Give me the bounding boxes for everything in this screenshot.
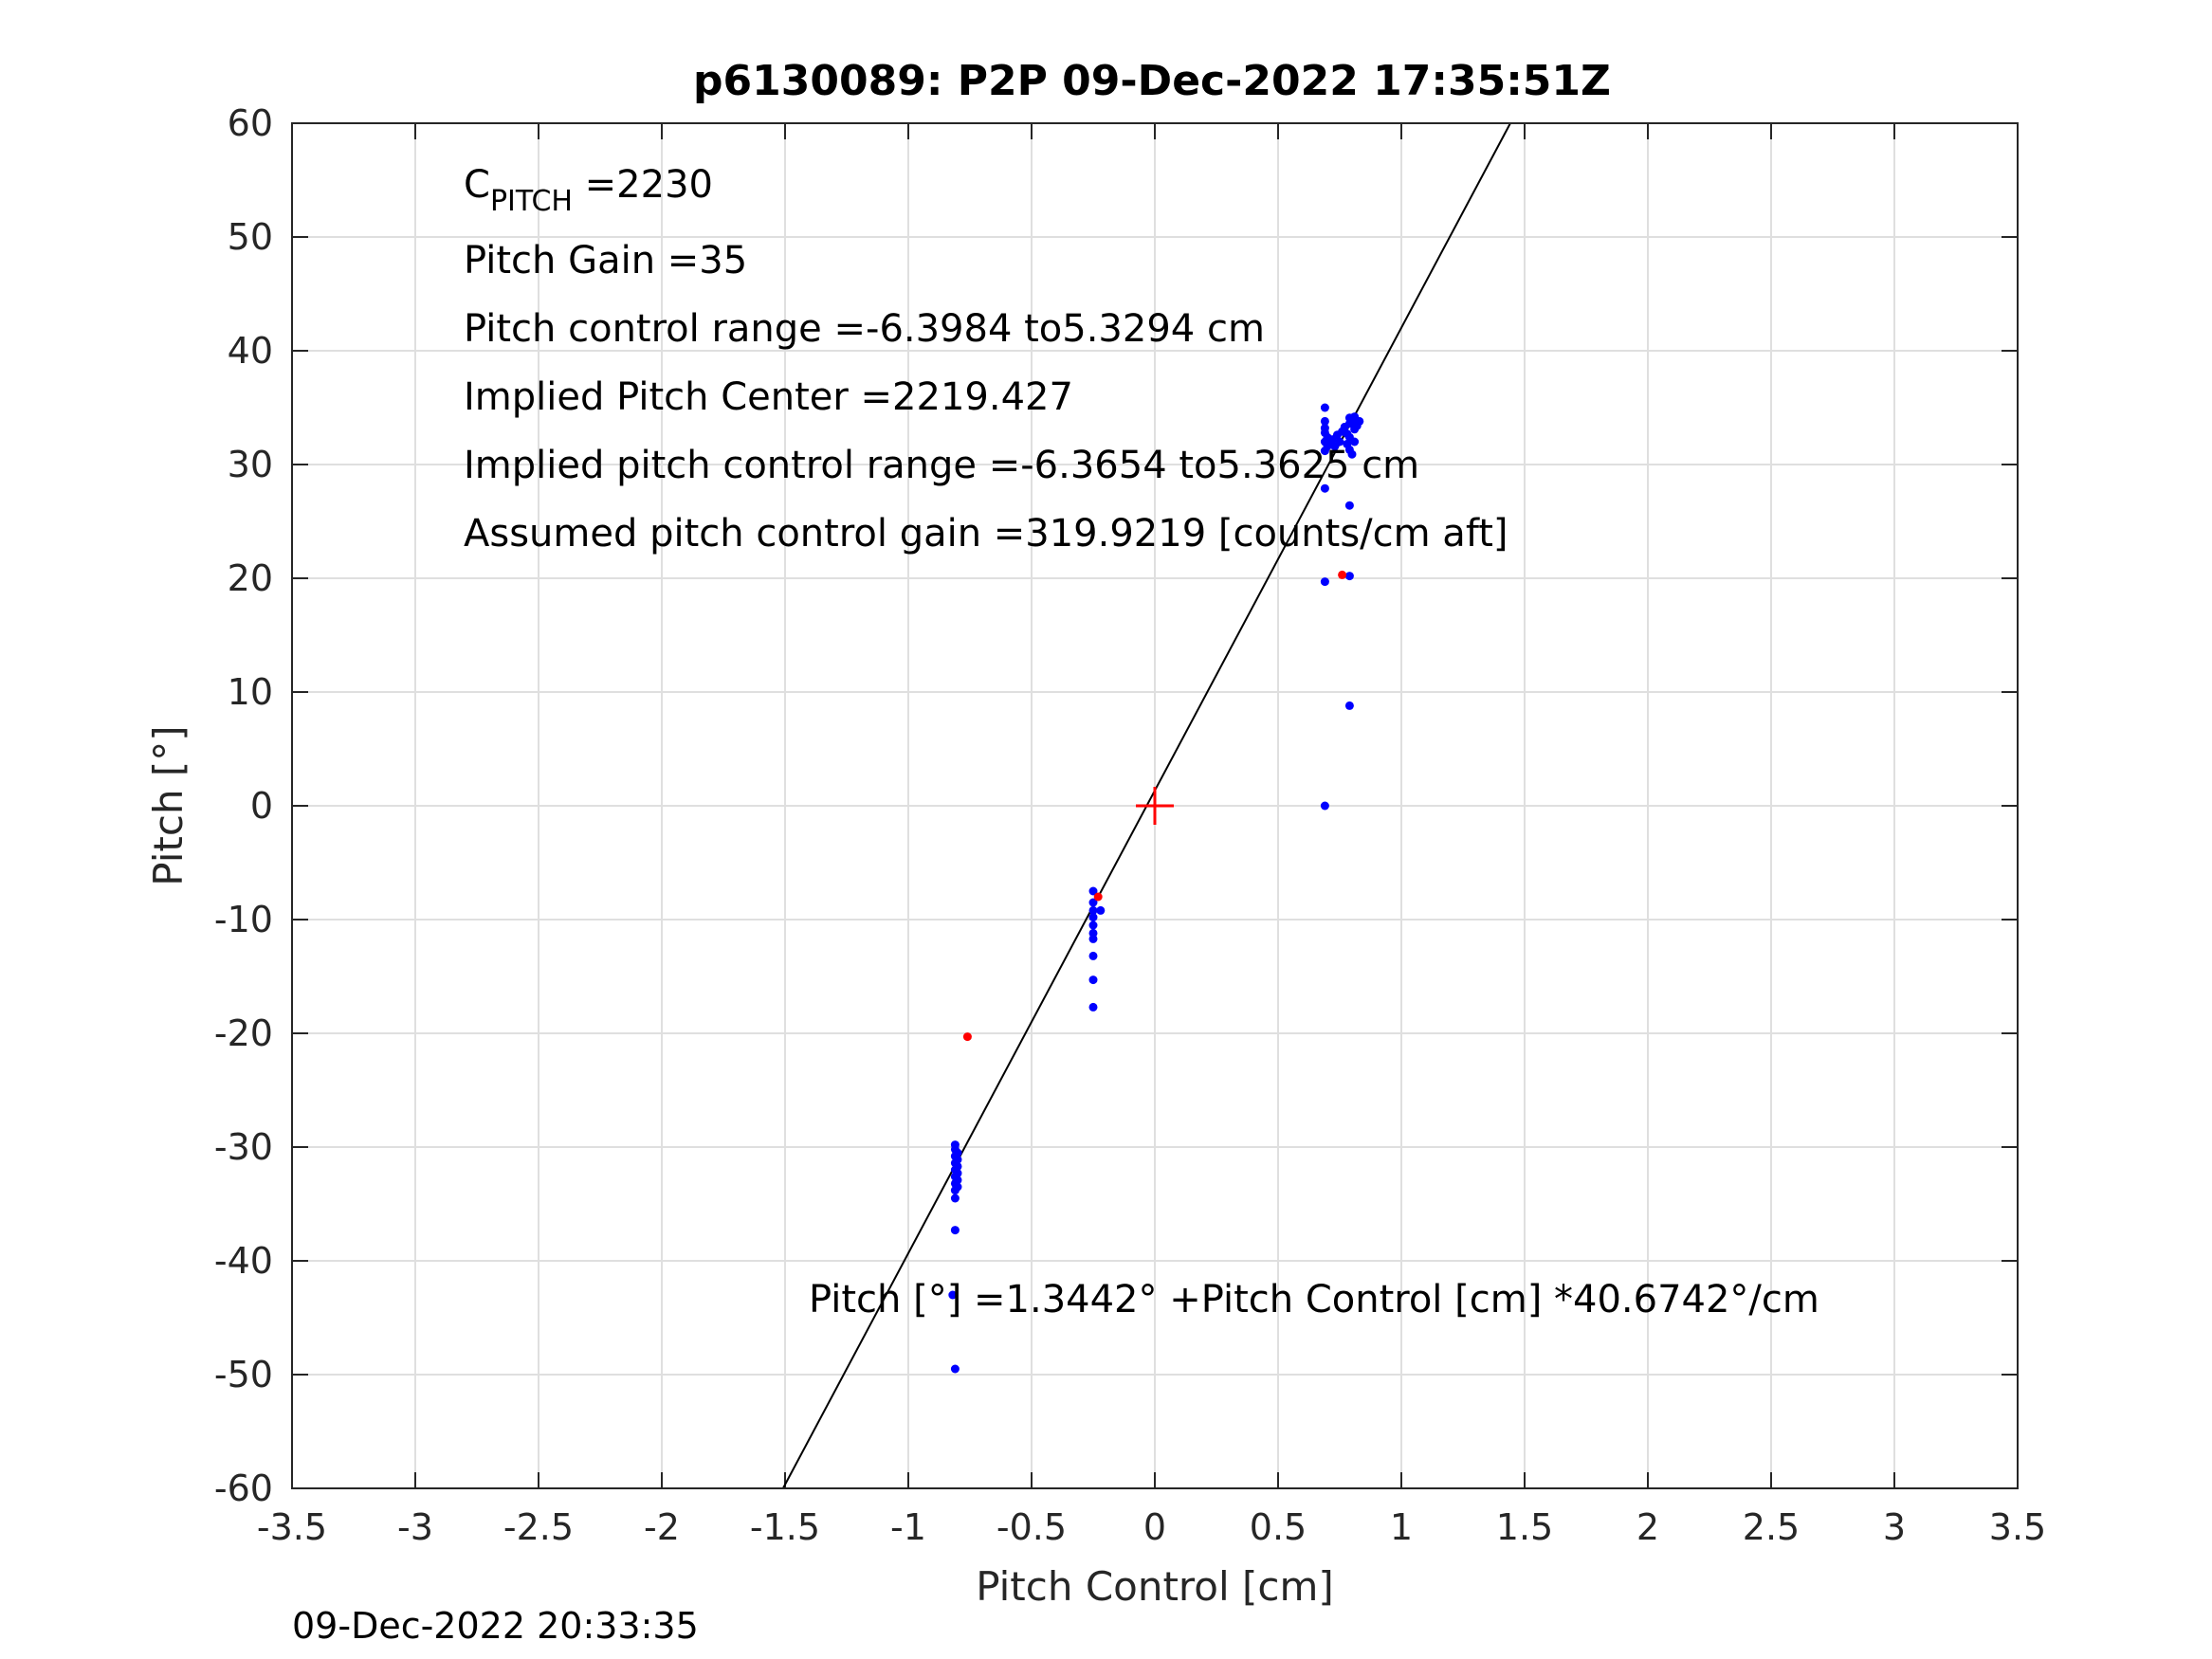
data-point <box>1320 483 1329 493</box>
data-point <box>1088 886 1098 896</box>
x-tick-label: -0.5 <box>996 1506 1067 1548</box>
y-tick-label: -10 <box>214 899 273 940</box>
x-tick-label: 2 <box>1636 1506 1659 1548</box>
x-tick-label: -2.5 <box>503 1506 574 1548</box>
x-tick-label: -3 <box>397 1506 433 1548</box>
data-point <box>950 1226 960 1235</box>
data-point <box>1338 570 1347 579</box>
c-pitch-main: C <box>464 163 490 207</box>
timestamp: 09-Dec-2022 20:33:35 <box>292 1605 699 1647</box>
x-tick-label: 2.5 <box>1743 1506 1800 1548</box>
data-point <box>1088 905 1098 915</box>
chart-title: p6130089: P2P 09-Dec-2022 17:35:51Z <box>693 57 1611 105</box>
data-point <box>950 1194 960 1203</box>
x-tick-label: -2 <box>644 1506 680 1548</box>
data-point <box>1335 437 1344 447</box>
x-tick-label: 1.5 <box>1496 1506 1553 1548</box>
x-axis-label: Pitch Control [cm] <box>976 1563 1334 1610</box>
y-tick-label: -40 <box>214 1240 273 1282</box>
data-point <box>1088 975 1098 985</box>
c-pitch-value: =2230 <box>573 163 713 207</box>
data-point <box>1093 892 1103 902</box>
plot-area <box>291 122 2019 1489</box>
x-tick-label: -1.5 <box>750 1506 820 1548</box>
data-point <box>1088 951 1098 960</box>
implied-range-annotation: Implied pitch control range =-6.3654 to5… <box>464 444 1419 487</box>
data-point <box>948 1290 958 1300</box>
assumed-gain-annotation: Assumed pitch control gain =319.9219 [co… <box>464 512 1508 556</box>
x-tick-label: 0.5 <box>1250 1506 1307 1548</box>
data-point <box>1320 403 1329 412</box>
data-point <box>1355 416 1364 426</box>
y-tick-label: -60 <box>214 1468 273 1509</box>
data-point <box>962 1032 972 1042</box>
pitch-gain-annotation: Pitch Gain =35 <box>464 239 747 283</box>
y-tick-label: 30 <box>228 444 273 485</box>
data-point <box>1088 898 1098 907</box>
x-tick-label: -3.5 <box>257 1506 327 1548</box>
data-point <box>1320 447 1329 456</box>
y-tick-label: 10 <box>228 671 273 713</box>
data-point <box>1088 934 1098 943</box>
x-tick-labels: -3.5 -3 -2.5 -2 -1.5 -1 -0.5 0 0.5 1 1.5 2 2.5 3 3.5 <box>257 1506 2046 1548</box>
data-point <box>1350 437 1360 447</box>
y-tick-label: 0 <box>250 785 273 827</box>
y-tick-label: 20 <box>228 557 273 599</box>
center-marker-layer <box>1136 787 1174 825</box>
data-point <box>1088 913 1098 922</box>
c-pitch-subscript: PITCH <box>490 185 573 218</box>
data-point <box>1344 501 1354 510</box>
x-tick-label: 3.5 <box>1989 1506 2046 1548</box>
y-tick-labels: -60 -50 -40 -30 -20 -10 0 10 20 30 40 50 60 <box>214 102 273 1509</box>
fit-equation-annotation: Pitch [°] =1.3442° +Pitch Control [cm] *… <box>809 1278 1819 1322</box>
x-tick-label: 3 <box>1883 1506 1906 1548</box>
data-point <box>950 1186 960 1195</box>
data-point <box>1347 449 1357 459</box>
data-point <box>1320 577 1329 587</box>
control-range-annotation: Pitch control range =-6.3984 to5.3294 cm <box>464 307 1265 351</box>
tick-marks <box>291 122 2019 1489</box>
data-point <box>1344 701 1354 710</box>
data-point <box>950 1364 960 1374</box>
x-tick-label: -1 <box>890 1506 926 1548</box>
x-tick-label: 0 <box>1143 1506 1166 1548</box>
data-point <box>1088 1002 1098 1012</box>
y-tick-label: -30 <box>214 1126 273 1168</box>
data-point <box>1320 801 1329 811</box>
y-tick-label: 40 <box>228 330 273 372</box>
data-points <box>948 403 1364 1374</box>
y-axis-label: Pitch [°] <box>145 725 192 885</box>
x-tick-label: 1 <box>1390 1506 1413 1548</box>
implied-center-annotation: Implied Pitch Center =2219.427 <box>464 375 1073 419</box>
y-tick-label: -50 <box>214 1354 273 1395</box>
annotations: CPITCH =2230 Pitch Gain =35 Pitch contro… <box>464 163 1819 1322</box>
y-tick-label: 50 <box>228 216 273 258</box>
y-tick-label: 60 <box>228 102 273 144</box>
data-point <box>1320 416 1329 426</box>
data-point <box>1096 905 1106 915</box>
axes-box <box>291 122 2019 1489</box>
y-tick-label: -20 <box>214 1012 273 1054</box>
data-point <box>1344 572 1354 581</box>
c-pitch-annotation: CPITCH =2230 <box>464 163 713 218</box>
data-point <box>1088 921 1098 930</box>
